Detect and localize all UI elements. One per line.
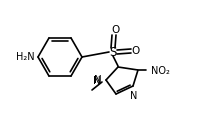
- Text: S: S: [109, 45, 117, 58]
- Text: O: O: [132, 46, 140, 56]
- Text: H₂N: H₂N: [16, 52, 35, 62]
- Text: NO₂: NO₂: [151, 66, 170, 76]
- Text: N: N: [93, 76, 101, 86]
- Text: O: O: [112, 25, 120, 35]
- Text: N: N: [94, 75, 102, 85]
- Text: N: N: [130, 91, 138, 101]
